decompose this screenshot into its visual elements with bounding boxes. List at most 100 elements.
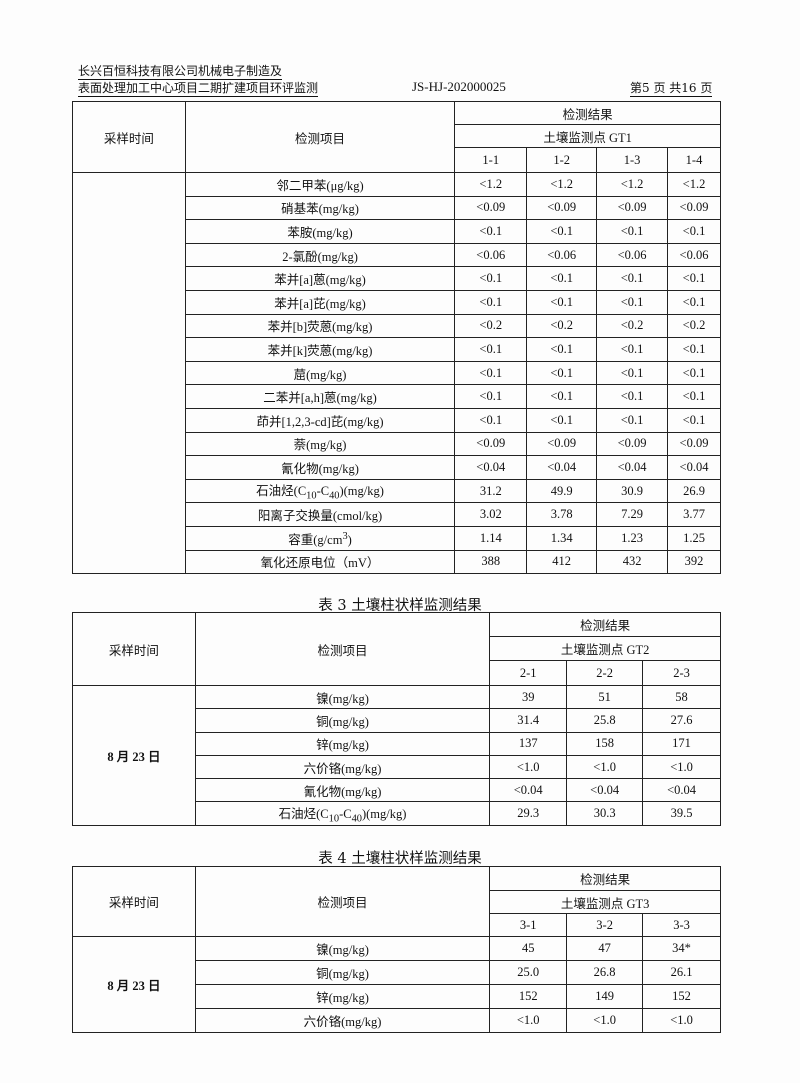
header-sample-id: 2-1 <box>489 660 568 686</box>
test-item-name: 镍(mg/kg) <box>194 936 491 961</box>
test-item-name: 2-氯酚(mg/kg) <box>184 242 456 268</box>
header-test-result: 检测结果 <box>489 866 721 891</box>
table-row: 8 月 23 日镍(mg/kg) 39 51 58 <box>72 684 721 826</box>
table-row: 硝基苯(mg/kg) <0.09 <0.09 <0.09 <0.09 <box>73 195 721 221</box>
result-value: 26.8 <box>566 960 644 985</box>
result-value: <0.09 <box>667 431 721 457</box>
test-item-name: 苯并[k]荧蒽(mg/kg) <box>184 337 456 362</box>
result-value: 3.02 <box>454 502 528 527</box>
header-sampling-time: 采样时间 <box>72 101 186 173</box>
header-sample-id: 1-1 <box>454 147 528 173</box>
result-value: 152 <box>642 984 721 1009</box>
result-value: <0.1 <box>596 407 669 433</box>
result-value: <0.04 <box>489 778 568 803</box>
table-row: 锌(mg/kg) 152 149 152 <box>73 984 721 1009</box>
result-value: <0.1 <box>526 360 598 386</box>
result-value: <0.1 <box>454 289 528 315</box>
result-value: 39 <box>489 684 568 710</box>
result-value: 29.3 <box>489 801 568 826</box>
result-value: 137 <box>489 731 568 756</box>
table-row: 六价铬(mg/kg) <1.0 <1.0 <1.0 <box>73 1008 721 1033</box>
result-value: <0.1 <box>454 266 528 291</box>
result-value: <0.09 <box>596 431 669 457</box>
sampling-date: 8 月 23 日 <box>72 685 196 826</box>
table-row: 8 月 23 日镍(mg/kg) 45 47 34* <box>72 936 721 1033</box>
table-row: 氧化还原电位（mV） 388 412 432 392 <box>73 549 721 575</box>
result-value: <0.04 <box>596 455 669 480</box>
report-number: JS-HJ-202000025 <box>412 79 506 94</box>
header-sample-id: 1-4 <box>667 147 721 173</box>
result-value: 158 <box>566 731 644 756</box>
test-item-name: 邻二甲苯(μg/kg) <box>184 172 456 197</box>
table-row: 氰化物(mg/kg) <0.04 <0.04 <0.04 <0.04 <box>73 455 721 480</box>
result-value: <0.06 <box>667 242 721 268</box>
result-value: 1.23 <box>596 525 669 551</box>
result-value: <0.1 <box>526 384 598 409</box>
result-value: <1.0 <box>642 1008 721 1033</box>
result-value: <1.0 <box>489 754 568 780</box>
result-value: <0.1 <box>667 360 721 386</box>
header-test-item: 检测项目 <box>184 101 456 173</box>
result-value: 47 <box>566 936 644 961</box>
result-value: <0.09 <box>454 431 528 457</box>
result-value: 432 <box>596 549 669 575</box>
result-value: 25.8 <box>566 708 644 733</box>
header-sample-id: 3-2 <box>566 913 644 937</box>
result-value: <1.2 <box>454 172 528 197</box>
result-value: 25.0 <box>489 960 568 985</box>
result-value: <0.04 <box>642 778 721 803</box>
result-value: <0.06 <box>454 242 528 268</box>
result-value: <0.04 <box>454 455 528 480</box>
header-sampling-time: 采样时间 <box>72 866 196 937</box>
header-sample-id: 2-3 <box>642 660 721 686</box>
table-row: 石油烃(C10-C40)(mg/kg) 29.3 30.3 39.5 <box>73 801 721 826</box>
header-monitoring-point: 土壤监测点 GT2 <box>489 636 721 661</box>
result-value: 58 <box>642 684 721 710</box>
header-test-result: 检测结果 <box>454 101 721 125</box>
result-value: <0.1 <box>596 289 669 315</box>
result-value: <1.0 <box>566 754 644 780</box>
result-value: <0.1 <box>454 337 528 362</box>
result-value: 1.14 <box>454 525 528 551</box>
result-value: 388 <box>454 549 528 575</box>
result-value: <0.2 <box>667 313 721 339</box>
result-value: <0.1 <box>667 289 721 315</box>
result-value: <0.2 <box>454 313 528 339</box>
result-value: <1.2 <box>596 172 669 197</box>
result-value: <0.09 <box>454 195 528 221</box>
test-item-name: 石油烃(C10-C40)(mg/kg) <box>194 801 491 826</box>
table-gt1: 采样时间 检测项目 检测结果 土壤监测点 GT1 1-1 1-2 1-3 1-4 邻二甲苯(μg… <box>72 101 721 575</box>
result-value: <1.2 <box>667 172 721 197</box>
result-value: <0.2 <box>526 313 598 339</box>
table-4-title: 表 4 土壤柱状样监测结果 <box>318 851 482 867</box>
result-value: 26.1 <box>642 960 721 985</box>
table-row: 萘(mg/kg) <0.09 <0.09 <0.09 <0.09 <box>73 431 721 457</box>
table-row: 苯并[b]荧蒽(mg/kg) <0.2 <0.2 <0.2 <0.2 <box>73 313 721 339</box>
header-test-result: 检测结果 <box>489 612 721 637</box>
header-sampling-time: 采样时间 <box>72 612 196 686</box>
table-row: 容重(g/cm3) 1.14 1.34 1.23 1.25 <box>73 525 721 551</box>
company-line-1: 长兴百恒科技有限公司机械电子制造及 <box>78 64 283 80</box>
header-monitoring-point: 土壤监测点 GT3 <box>489 890 721 914</box>
result-value: <0.06 <box>596 242 669 268</box>
result-value: <0.1 <box>596 384 669 409</box>
table-gt2: 采样时间 检测项目 检测结果 土壤监测点 GT2 2-1 2-2 2-3 8 月 23 日镍(… <box>72 612 721 826</box>
table-row: 邻二甲苯(μg/kg) <1.2 <1.2 <1.2 <1.2 <box>72 171 721 575</box>
result-value: <0.1 <box>526 289 598 315</box>
result-value: <1.2 <box>526 172 598 197</box>
table-row: 2-氯酚(mg/kg) <0.06 <0.06 <0.06 <0.06 <box>73 242 721 268</box>
result-value: 31.2 <box>454 478 528 504</box>
result-value: <0.1 <box>596 360 669 386</box>
test-item-name: 茚并[1,2,3-cd]芘(mg/kg) <box>184 407 456 433</box>
result-value: 171 <box>642 731 721 756</box>
result-value: 27.6 <box>642 708 721 733</box>
test-item-name: 硝基苯(mg/kg) <box>184 195 456 221</box>
result-value: <0.1 <box>667 337 721 362</box>
header-test-item: 检测项目 <box>194 612 491 686</box>
result-value: <0.1 <box>526 219 598 244</box>
table-row: 䓛(mg/kg) <0.1 <0.1 <0.1 <0.1 <box>73 360 721 386</box>
test-item-name: 容重(g/cm3) <box>184 525 456 551</box>
test-item-name: 二苯并[a,h]蒽(mg/kg) <box>184 384 456 409</box>
test-item-name: 六价铬(mg/kg) <box>194 754 491 780</box>
